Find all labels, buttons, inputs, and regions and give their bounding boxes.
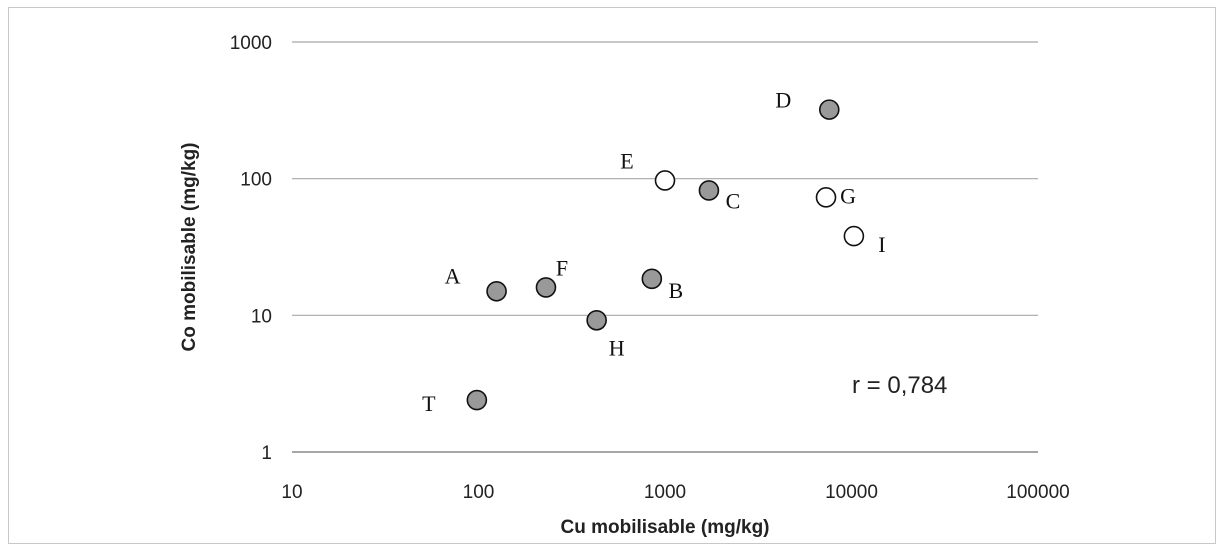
x-tick-label: 1000	[644, 482, 686, 503]
point-label-c: C	[726, 188, 741, 213]
chart-frame	[8, 7, 1216, 544]
point-label-g: G	[840, 183, 856, 208]
correlation-annotation: r = 0,784	[852, 372, 947, 399]
data-point-c	[698, 180, 720, 201]
data-point-t	[466, 389, 488, 411]
data-point-h	[586, 309, 607, 331]
point-label-f: F	[556, 255, 568, 280]
y-axis-title: Co mobilisable (mg/kg)	[179, 142, 200, 351]
y-tick-label: 100	[240, 170, 272, 191]
data-point-d	[818, 99, 840, 120]
tick-layer: 1 10 100 1000 10 100 1000 10000 100000	[230, 33, 1070, 503]
data-point-b	[641, 268, 663, 290]
point-label-h: H	[609, 335, 625, 360]
point-layer: A F B H T E C D GI	[422, 88, 885, 416]
point-label-t: T	[422, 391, 436, 416]
x-axis-title: Cu mobilisable (mg/kg)	[560, 517, 769, 538]
y-tick-label: 1	[261, 443, 272, 464]
x-tick-label: 100000	[1006, 482, 1069, 503]
data-point-e	[654, 170, 676, 191]
y-tick-label: 1000	[230, 33, 272, 54]
point-label-d: D	[775, 88, 791, 113]
data-point-g	[815, 187, 837, 208]
y-tick-label: 10	[251, 306, 272, 327]
x-tick-label: 100	[463, 482, 495, 503]
x-tick-label: 10000	[825, 482, 878, 503]
data-point-a	[486, 280, 507, 302]
point-label-i: I	[878, 232, 885, 257]
data-point-i	[843, 225, 865, 247]
x-tick-label: 10	[281, 482, 302, 503]
point-label-a: A	[445, 263, 461, 288]
point-label-b: B	[668, 278, 683, 303]
data-point-f	[535, 277, 557, 298]
point-label-e: E	[620, 148, 633, 173]
